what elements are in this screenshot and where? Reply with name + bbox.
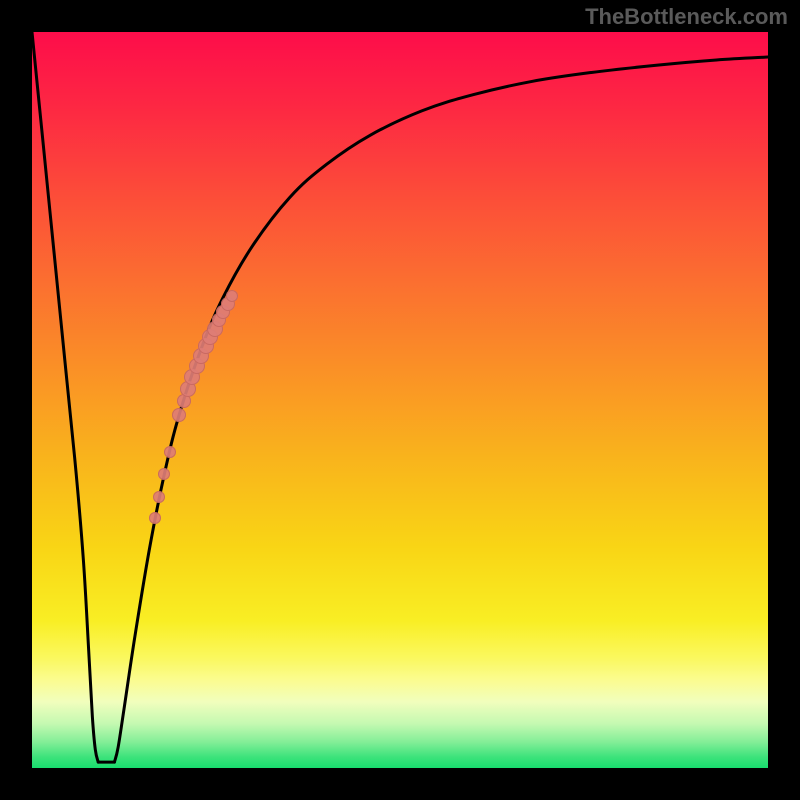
data-dot — [164, 446, 176, 458]
data-dot — [172, 408, 186, 422]
data-dot — [149, 512, 161, 524]
chart-container: { "canvas": { "width": 800, "height": 80… — [0, 0, 800, 800]
data-dot — [158, 468, 170, 480]
data-dot — [153, 491, 165, 503]
plot-area — [32, 32, 768, 768]
data-dot — [226, 290, 238, 302]
data-dots-layer — [32, 32, 768, 768]
watermark-text: TheBottleneck.com — [585, 4, 788, 30]
